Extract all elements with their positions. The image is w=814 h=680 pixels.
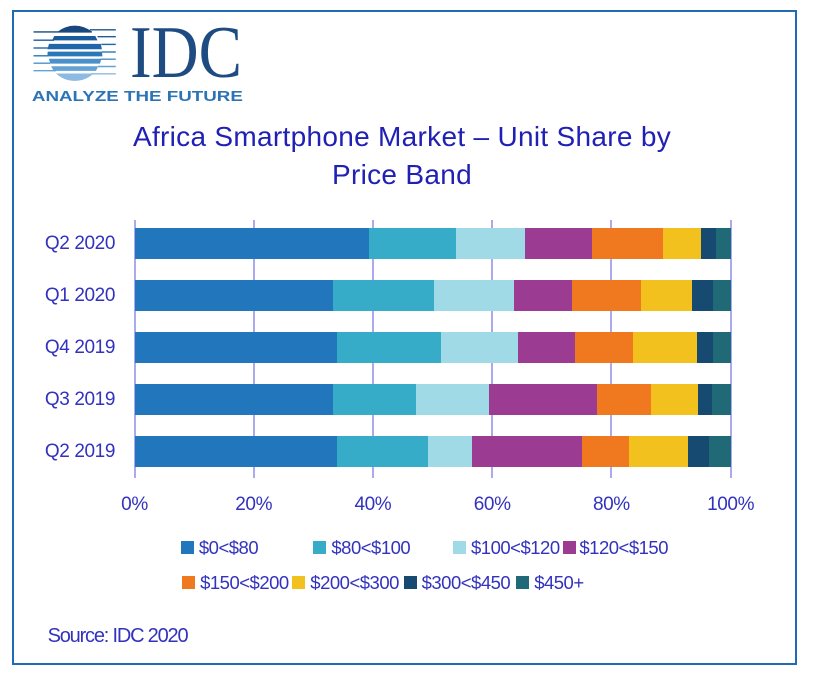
svg-text:IDC: IDC — [130, 18, 242, 94]
svg-text:ANALYZE THE FUTURE: ANALYZE THE FUTURE — [32, 89, 243, 105]
